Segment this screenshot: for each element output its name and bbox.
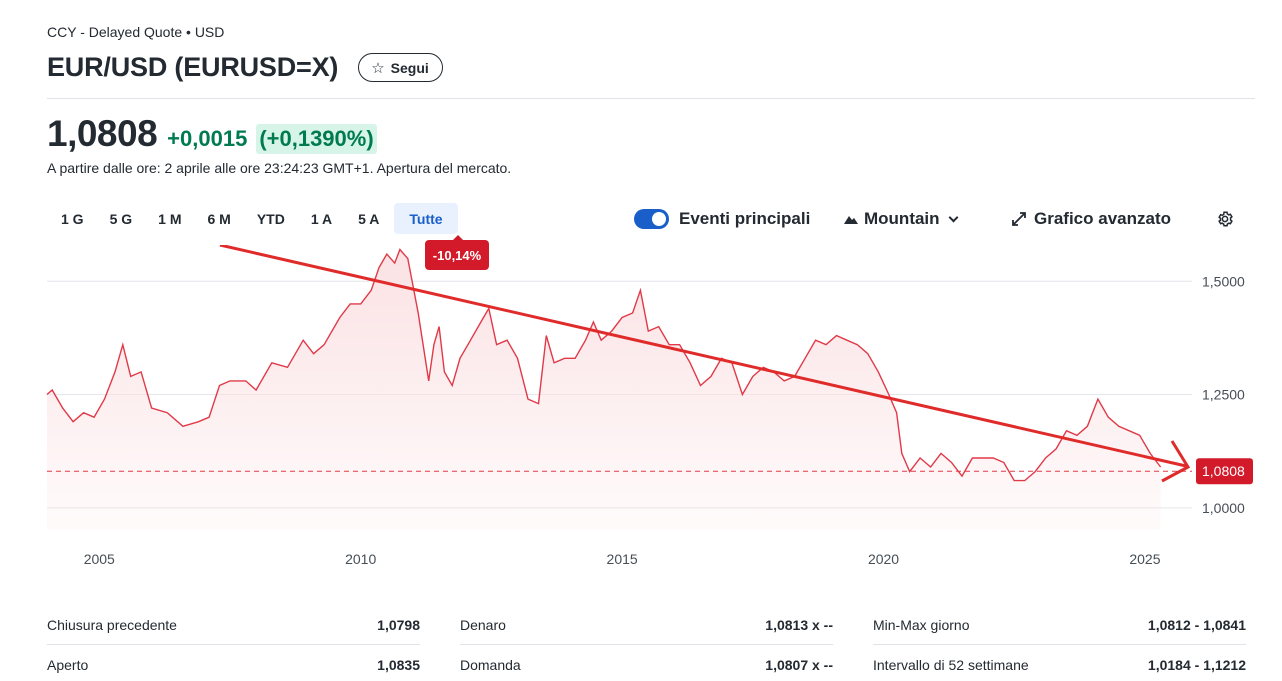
x-tick-label: 2010: [345, 551, 376, 567]
range-all[interactable]: Tutte: [394, 203, 458, 234]
x-tick-label: 2005: [84, 551, 115, 567]
trend-arrow-line: [219, 245, 1187, 468]
trend-arrow-annotation: [219, 245, 1191, 483]
mountain-icon: [844, 216, 858, 224]
current-price: 1,0808: [47, 113, 158, 154]
y-tick-label: 1,2500: [1202, 387, 1245, 403]
y-axis-ticks: 1,5000 1,2500 1,0000: [1202, 273, 1245, 516]
stat-label: Min-Max giorno: [873, 616, 970, 633]
range-selector: 1 G 5 G 1 M 6 M YTD 1 A 5 A Tutte: [50, 203, 462, 234]
chart-type-dropdown[interactable]: Mountain: [843, 205, 958, 233]
y-tick-label: 1,0000: [1202, 500, 1245, 516]
quote-meta: CCY - Delayed Quote • USD: [47, 24, 225, 40]
current-price-label: 1,0808: [1202, 463, 1245, 479]
x-axis-ticks: 2005 2010 2015 2020 2025: [84, 551, 1161, 567]
x-tick-label: 2025: [1129, 551, 1160, 567]
range-change-badge: -10,14%: [425, 235, 489, 270]
stat-label: Domanda: [460, 656, 521, 673]
stat-row: Aperto 1,0835: [47, 645, 420, 681]
stat-value: 1,0812 - 1,0841: [1147, 616, 1246, 633]
stat-value: 1,0184 - 1,1212: [1147, 656, 1246, 673]
stat-row: Denaro 1,0813 x --: [460, 605, 833, 645]
toggle-knob: [652, 212, 666, 226]
events-toggle-group[interactable]: Eventi principali: [634, 205, 810, 233]
settings-button[interactable]: [1216, 205, 1234, 233]
events-toggle[interactable]: [634, 209, 669, 229]
divider: [47, 98, 1255, 99]
advanced-chart-label: Grafico avanzato: [1034, 209, 1171, 228]
price-change: +0,0015: [167, 126, 248, 151]
price-area: [47, 249, 1161, 530]
page-title: EUR/USD (EURUSD=X): [47, 52, 339, 82]
expand-icon: [1012, 212, 1026, 226]
stat-row: Intervallo di 52 settimane 1,0184 - 1,121…: [873, 645, 1246, 681]
x-tick-label: 2020: [868, 551, 899, 567]
stat-value: 1,0798: [377, 616, 420, 633]
y-tick-label: 1,5000: [1202, 273, 1245, 289]
stat-value: 1,0813 x --: [765, 616, 833, 633]
range-5y[interactable]: 5 A: [358, 210, 380, 227]
stat-label: Denaro: [460, 616, 506, 633]
stat-label: Chiusura precedente: [47, 616, 177, 633]
stat-value: 1,0835: [377, 656, 420, 673]
stats-column-1: Chiusura precedente 1,0798 Aperto 1,0835: [47, 605, 420, 681]
range-5d[interactable]: 5 G: [109, 210, 133, 227]
stat-label: Intervallo di 52 settimane: [873, 656, 1029, 673]
star-outline-icon: ☆: [371, 59, 385, 77]
price-change-percent: (+0,1390%): [256, 124, 377, 154]
stat-row: Domanda 1,0807 x --: [460, 645, 833, 681]
events-label: Eventi principali: [679, 209, 811, 228]
stats-column-3: Min-Max giorno 1,0812 - 1,0841 Intervallo…: [873, 605, 1246, 681]
range-1y[interactable]: 1 A: [310, 210, 333, 227]
chart-type-label: Mountain: [864, 209, 940, 228]
title-row: EUR/USD (EURUSD=X) ☆ Segui: [47, 52, 443, 83]
follow-button[interactable]: ☆ Segui: [358, 53, 443, 82]
range-1d[interactable]: 1 G: [61, 210, 84, 227]
gear-icon: [1218, 211, 1233, 227]
stats-column-2: Denaro 1,0813 x -- Domanda 1,0807 x --: [460, 605, 833, 681]
current-price-box: [1196, 458, 1253, 485]
trend-arrowhead: [1161, 440, 1191, 483]
advanced-chart-button[interactable]: Grafico avanzato: [1011, 205, 1171, 233]
stat-value: 1,0807 x --: [765, 656, 833, 673]
range-ytd[interactable]: YTD: [256, 210, 285, 227]
price-line: [46, 248, 1162, 482]
stat-label: Aperto: [47, 656, 89, 673]
x-tick-label: 2015: [607, 551, 638, 567]
current-price-marker: 1,0808: [1196, 458, 1253, 485]
price-row: 1,0808 +0,0015 (+0,1390%): [47, 113, 377, 155]
chevron-down-icon: [948, 212, 958, 222]
as-of-text: A partire dalle ore: 2 aprile alle ore 2…: [47, 160, 512, 176]
stat-row: Min-Max giorno 1,0812 - 1,0841: [873, 605, 1246, 645]
range-6m[interactable]: 6 M: [207, 210, 231, 227]
range-1m[interactable]: 1 M: [158, 210, 182, 227]
follow-label: Segui: [390, 59, 429, 76]
stat-row: Chiusura precedente 1,0798: [47, 605, 420, 645]
